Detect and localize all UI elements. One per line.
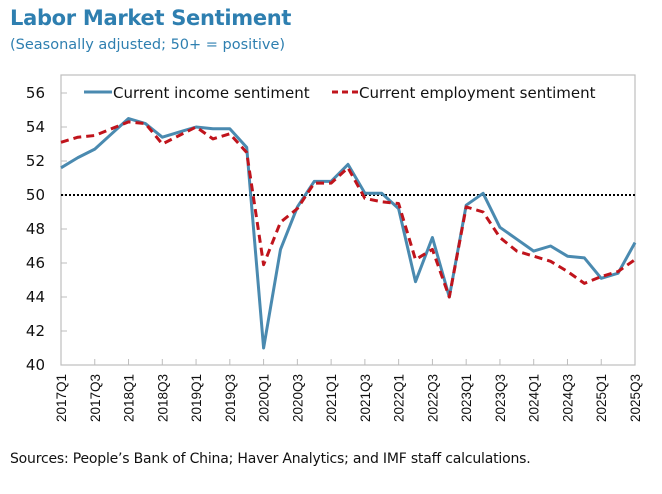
x-tick-label: 2018Q3 [155, 374, 170, 422]
y-axis: 40 42 44 46 48 50 52 54 56 [26, 84, 67, 374]
x-tick-label: 2024Q1 [527, 374, 542, 422]
income-sentiment-line [60, 117, 637, 350]
y-tick-label: 42 [26, 322, 45, 340]
x-tick-label: 2017Q3 [88, 374, 103, 422]
x-tick-label: 2022Q1 [392, 374, 407, 422]
x-tick-label: 2018Q1 [122, 374, 137, 422]
y-tick-label: 54 [26, 118, 45, 136]
x-tick-label: 2017Q1 [54, 374, 69, 422]
series-group [60, 117, 637, 350]
plot-border [60, 74, 636, 366]
x-tick-label: 2023Q3 [493, 374, 508, 422]
y-tick-label: 46 [26, 254, 45, 272]
x-tick-label: 2024Q3 [560, 374, 575, 422]
employment-sentiment-line [60, 120, 636, 299]
y-tick-label: 48 [26, 220, 45, 238]
plot-frame [60, 74, 636, 366]
x-tick-label: 2025Q1 [594, 374, 609, 422]
legend-label-employment: Current employment sentiment [359, 84, 596, 102]
x-tick-label: 2019Q3 [223, 374, 238, 422]
y-tick-label: 50 [26, 186, 45, 204]
x-tick-label: 2023Q1 [459, 374, 474, 422]
x-tick-label: 2020Q3 [290, 374, 305, 422]
chart-title: Labor Market Sentiment [10, 6, 292, 30]
x-tick-label: 2021Q3 [358, 374, 373, 422]
source-note: Sources: People’s Bank of China; Haver A… [10, 451, 531, 467]
x-tick-label: 2020Q1 [257, 374, 272, 422]
x-tick-label: 2022Q3 [425, 374, 440, 422]
x-axis: 2017Q1 2017Q3 2018Q1 2018Q3 2019Q1 2019Q3 2020… [54, 359, 643, 422]
y-tick-label: 56 [26, 84, 45, 102]
y-tick-label: 44 [26, 288, 45, 306]
x-tick-label: 2025Q3 [628, 374, 643, 422]
x-tick-label: 2021Q1 [324, 374, 339, 422]
y-tick-label: 40 [26, 356, 45, 374]
legend-label-income: Current income sentiment [113, 84, 310, 102]
x-tick-label: 2019Q1 [189, 374, 204, 422]
legend: Current income sentiment Current employme… [84, 84, 596, 102]
chart-subtitle: (Seasonally adjusted; 50+ = positive) [10, 37, 286, 53]
y-tick-label: 52 [26, 152, 45, 170]
